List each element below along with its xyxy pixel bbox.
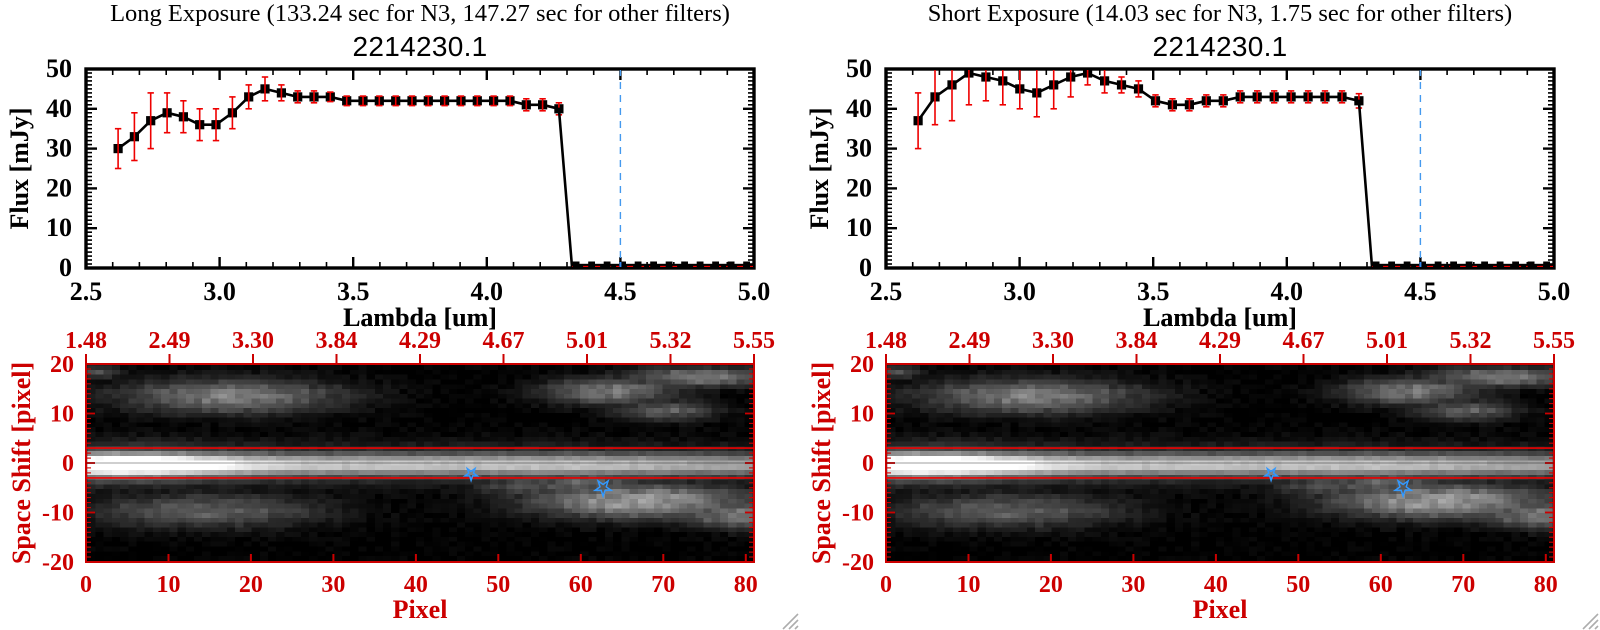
svg-text:5.0: 5.0 xyxy=(1538,277,1571,306)
svg-text:2214230.1: 2214230.1 xyxy=(352,31,487,62)
svg-text:50: 50 xyxy=(486,572,510,598)
svg-text:80: 80 xyxy=(1534,572,1558,598)
svg-text:40: 40 xyxy=(46,94,72,123)
svg-text:4.29: 4.29 xyxy=(399,328,441,354)
svg-text:3.0: 3.0 xyxy=(1003,277,1036,306)
svg-text:Space Shift [pixel]: Space Shift [pixel] xyxy=(807,362,836,564)
svg-text:60: 60 xyxy=(569,572,593,598)
svg-text:70: 70 xyxy=(651,572,675,598)
svg-text:Flux [mJy]: Flux [mJy] xyxy=(805,107,834,229)
svg-text:-20: -20 xyxy=(42,550,74,576)
svg-text:3.84: 3.84 xyxy=(316,328,358,354)
svg-text:10: 10 xyxy=(850,402,874,428)
svg-text:2214230.1: 2214230.1 xyxy=(1152,31,1287,62)
svg-text:Short Exposure (14.03 sec for: Short Exposure (14.03 sec for N3, 1.75 s… xyxy=(928,0,1512,27)
svg-text:30: 30 xyxy=(321,572,345,598)
svg-text:20: 20 xyxy=(1039,572,1063,598)
svg-text:20: 20 xyxy=(846,173,872,202)
svg-text:30: 30 xyxy=(46,134,72,163)
svg-text:60: 60 xyxy=(1369,572,1393,598)
svg-text:0: 0 xyxy=(80,572,92,598)
svg-text:5.01: 5.01 xyxy=(1366,328,1408,354)
svg-text:5.32: 5.32 xyxy=(650,328,692,354)
svg-text:-10: -10 xyxy=(842,501,874,527)
svg-text:1.48: 1.48 xyxy=(65,328,107,354)
svg-text:3.5: 3.5 xyxy=(337,277,370,306)
svg-text:20: 20 xyxy=(50,352,74,378)
svg-text:4.0: 4.0 xyxy=(471,277,504,306)
svg-text:-10: -10 xyxy=(42,501,74,527)
svg-text:20: 20 xyxy=(46,173,72,202)
svg-text:Pixel: Pixel xyxy=(393,595,448,624)
svg-text:50: 50 xyxy=(1286,572,1310,598)
svg-text:5.55: 5.55 xyxy=(1533,328,1575,354)
svg-text:10: 10 xyxy=(957,572,981,598)
svg-text:3.5: 3.5 xyxy=(1137,277,1170,306)
svg-text:1.48: 1.48 xyxy=(865,328,907,354)
svg-text:3.0: 3.0 xyxy=(203,277,236,306)
svg-text:Space Shift [pixel]: Space Shift [pixel] xyxy=(7,362,36,564)
svg-text:10: 10 xyxy=(46,213,72,242)
svg-text:3.84: 3.84 xyxy=(1116,328,1158,354)
svg-text:4.5: 4.5 xyxy=(604,277,637,306)
svg-text:50: 50 xyxy=(46,54,72,83)
svg-text:3.30: 3.30 xyxy=(1032,328,1074,354)
svg-text:4.67: 4.67 xyxy=(1283,328,1325,354)
svg-text:40: 40 xyxy=(846,94,872,123)
svg-text:30: 30 xyxy=(1121,572,1145,598)
svg-text:2.5: 2.5 xyxy=(870,277,903,306)
svg-text:2.49: 2.49 xyxy=(149,328,191,354)
svg-text:80: 80 xyxy=(734,572,758,598)
svg-text:4.5: 4.5 xyxy=(1404,277,1437,306)
svg-text:5.32: 5.32 xyxy=(1450,328,1492,354)
svg-text:4.0: 4.0 xyxy=(1271,277,1304,306)
svg-text:30: 30 xyxy=(846,134,872,163)
svg-text:5.0: 5.0 xyxy=(738,277,771,306)
svg-text:10: 10 xyxy=(846,213,872,242)
svg-text:50: 50 xyxy=(846,54,872,83)
svg-text:2.5: 2.5 xyxy=(70,277,103,306)
svg-text:2.49: 2.49 xyxy=(949,328,991,354)
svg-text:20: 20 xyxy=(850,352,874,378)
svg-text:5.55: 5.55 xyxy=(733,328,775,354)
svg-text:0: 0 xyxy=(880,572,892,598)
svg-text:70: 70 xyxy=(1451,572,1475,598)
svg-text:3.30: 3.30 xyxy=(232,328,274,354)
svg-text:4.67: 4.67 xyxy=(483,328,525,354)
svg-text:4.29: 4.29 xyxy=(1199,328,1241,354)
svg-text:Pixel: Pixel xyxy=(1193,595,1248,624)
svg-text:10: 10 xyxy=(157,572,181,598)
svg-text:-20: -20 xyxy=(842,550,874,576)
svg-text:5.01: 5.01 xyxy=(566,328,608,354)
svg-text:0: 0 xyxy=(862,451,874,477)
svg-text:Long Exposure (133.24 sec for: Long Exposure (133.24 sec for N3, 147.27… xyxy=(110,0,730,27)
svg-text:0: 0 xyxy=(62,451,74,477)
svg-text:20: 20 xyxy=(239,572,263,598)
svg-text:Flux [mJy]: Flux [mJy] xyxy=(5,107,34,229)
svg-text:10: 10 xyxy=(50,402,74,428)
